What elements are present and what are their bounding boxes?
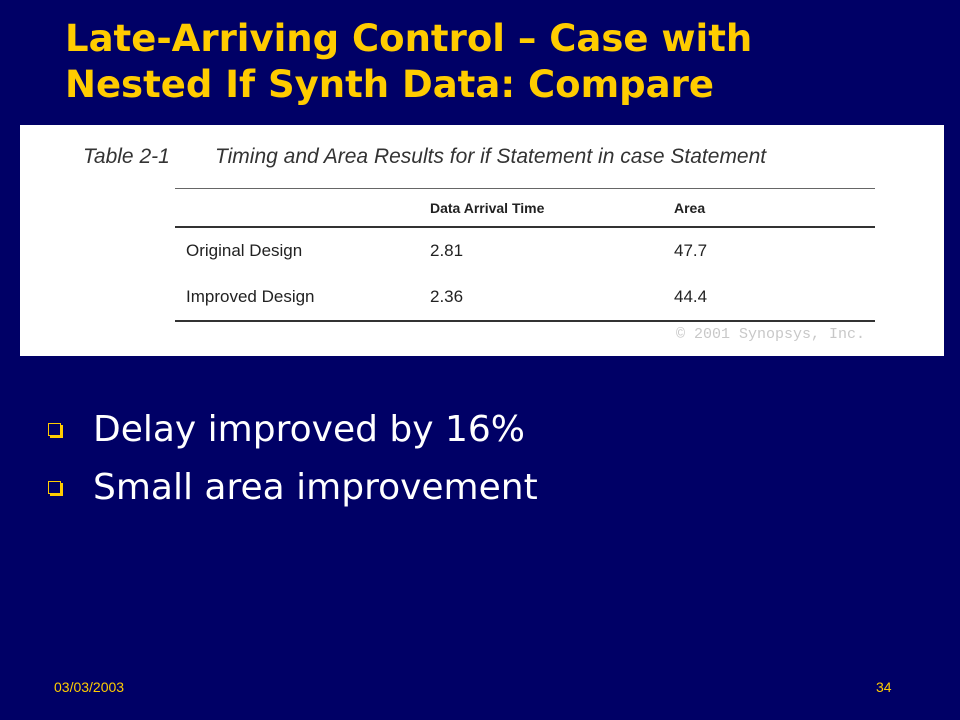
slide-title-line-2: Nested If Synth Data: Compare <box>65 63 714 106</box>
bullet-text: Small area improvement <box>93 466 538 508</box>
cell-area: 44.4 <box>674 287 708 306</box>
footer-date: 03/03/2003 <box>54 679 125 695</box>
column-header-design <box>175 189 419 228</box>
column-header-area: Area <box>674 199 706 216</box>
cell-design-name: Original Design <box>186 241 303 260</box>
table-caption-text: Timing and Area Results for if Statement… <box>215 145 767 168</box>
table-row: Original Design 2.81 47.7 <box>175 227 875 274</box>
table-row: Improved Design 2.36 44.4 <box>175 274 875 321</box>
bullet-text: Delay improved by 16% <box>93 408 525 450</box>
column-header-data-arrival-time: Data Arrival Time <box>430 199 545 216</box>
results-table: Data Arrival Time Area Original Design 2… <box>175 188 875 322</box>
cell-design-name: Improved Design <box>186 287 315 306</box>
slide-title-line-1: Late-Arriving Control – Case with <box>65 17 753 60</box>
cell-data-arrival-time: 2.36 <box>430 287 464 306</box>
table-caption-label: Table 2-1 <box>83 145 170 168</box>
table-caption: Table 2-1 Timing and Area Results for if … <box>83 145 766 169</box>
slide-title: Late-Arriving Control – Case with Nested… <box>65 16 925 108</box>
bullet-item: Delay improved by 16% <box>48 400 538 458</box>
table-header-row: Data Arrival Time Area <box>175 188 875 228</box>
bullet-list: Delay improved by 16% Small area improve… <box>48 400 538 516</box>
cell-data-arrival-time: 2.81 <box>430 241 464 260</box>
copyright-watermark: © 2001 Synopsys, Inc. <box>676 326 866 343</box>
page-number: 34 <box>876 679 892 695</box>
table-panel: Table 2-1 Timing and Area Results for if … <box>20 125 944 356</box>
square-bullet-icon <box>48 480 61 494</box>
cell-area: 47.7 <box>674 241 708 260</box>
square-bullet-icon <box>48 422 61 436</box>
bullet-item: Small area improvement <box>48 458 538 516</box>
